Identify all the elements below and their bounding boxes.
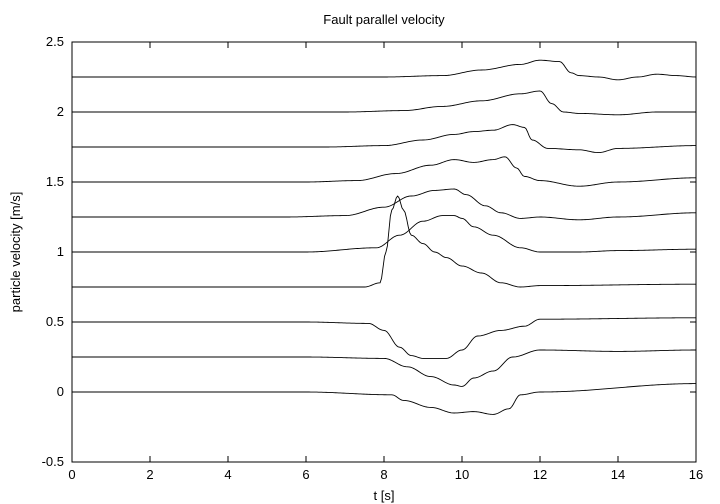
series-line-4: [72, 195, 696, 288]
x-tick-label: 16: [689, 467, 703, 482]
y-axis: -0.5 0 0.5 1 1.5 2 2.5: [42, 34, 696, 469]
x-tick-label: 2: [146, 467, 153, 482]
y-tick-label: -0.5: [42, 454, 64, 469]
x-tick-label: 4: [224, 467, 231, 482]
series-line-7: [72, 156, 696, 187]
y-tick-label: 1: [57, 244, 64, 259]
y-axis-label: particle velocity [m/s]: [8, 192, 23, 313]
series-line-8: [72, 124, 696, 154]
x-axis: 0 2 4 6 8 10 12 14 16: [68, 42, 703, 482]
x-tick-label: 6: [302, 467, 309, 482]
series-line-3: [72, 317, 696, 359]
x-tick-label: 12: [533, 467, 547, 482]
series-line-6: [72, 188, 696, 221]
x-tick-label: 8: [380, 467, 387, 482]
x-tick-label: 14: [611, 467, 625, 482]
x-tick-label: 10: [455, 467, 469, 482]
series-line-2: [72, 349, 696, 387]
chart-title: Fault parallel velocity: [323, 12, 445, 27]
series-line-9: [72, 90, 696, 116]
series-line-10: [72, 59, 697, 81]
y-tick-label: 2: [57, 104, 64, 119]
y-tick-label: 0: [57, 384, 64, 399]
series-line-5: [72, 215, 696, 253]
y-tick-label: 2.5: [46, 34, 64, 49]
series-group: [72, 59, 697, 415]
x-tick-label: 0: [68, 467, 75, 482]
series-line-1: [72, 383, 696, 415]
y-tick-label: 1.5: [46, 174, 64, 189]
x-axis-label: t [s]: [374, 488, 395, 503]
y-tick-label: 0.5: [46, 314, 64, 329]
